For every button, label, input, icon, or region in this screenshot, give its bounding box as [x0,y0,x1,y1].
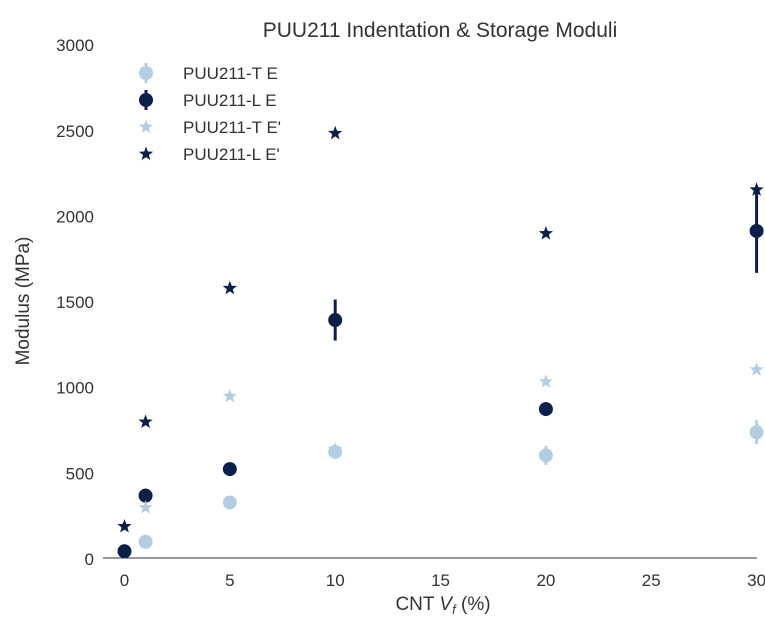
y-tick-label: 3000 [56,36,94,55]
legend-label: PUU211-L E' [183,145,280,164]
data-point [222,462,237,477]
chart-title: PUU211 Indentation & Storage Moduli [263,19,618,42]
x-tick-label: 15 [431,571,450,590]
data-point [538,448,553,463]
legend-marker-star [138,119,154,134]
x-tick-label: 25 [642,571,661,590]
data-point-star [138,414,153,428]
series-3 [117,125,764,533]
x-axis-label-suffix: (%) [456,594,491,615]
data-point-star [538,374,553,388]
data-point-star [328,125,343,140]
series-2 [138,362,764,514]
x-axis-label-prefix: CNT [395,594,439,615]
data-point [749,425,764,440]
data-point [138,488,153,503]
data-point-star [222,280,237,295]
data-point [538,402,553,417]
y-tick-label: 2000 [56,207,94,226]
y-tick-label: 0 [85,550,94,569]
y-tick-label: 1500 [56,293,94,312]
y-tick-label: 1000 [56,379,94,398]
x-tick-label: 20 [536,571,555,590]
x-ticks: 0 5 10 15 20 25 30 [120,571,765,590]
data-point-star [117,519,132,533]
x-axis-label-sub: f [452,602,457,617]
x-tick-label: 0 [120,571,129,590]
y-tick-label: 500 [66,464,94,483]
x-axis-label: CNT Vf (%) [395,594,490,617]
plot-markers [117,125,764,559]
series-1 [117,188,764,559]
legend-marker [139,93,153,107]
data-point-star [222,388,237,403]
data-point [117,544,132,559]
data-point-star [538,226,553,240]
x-tick-label: 30 [747,571,765,590]
y-axis-label: Modulus (MPa) [13,237,34,366]
data-point [328,313,343,328]
data-point-star [328,441,343,456]
legend: PUU211-T E PUU211-L E PUU211-T E' PUU211-L … [138,63,281,164]
y-tick-label: 2500 [56,122,94,141]
legend-label: PUU211-T E [183,64,278,83]
data-point [222,495,237,510]
data-point-star [749,362,764,376]
data-point-star [138,500,153,514]
legend-marker [139,66,153,80]
legend-marker-star [138,146,154,161]
legend-label: PUU211-T E' [183,118,281,137]
legend-label: PUU211-L E [183,91,277,110]
series-0 [117,420,764,559]
x-tick-label: 10 [326,571,345,590]
data-point [138,534,153,549]
x-tick-label: 5 [225,571,234,590]
x-axis-label-var: V [439,594,454,615]
data-point-star [749,182,764,196]
data-point [749,223,764,238]
y-ticks: 0 500 1000 1500 2000 2500 3000 [56,36,94,569]
